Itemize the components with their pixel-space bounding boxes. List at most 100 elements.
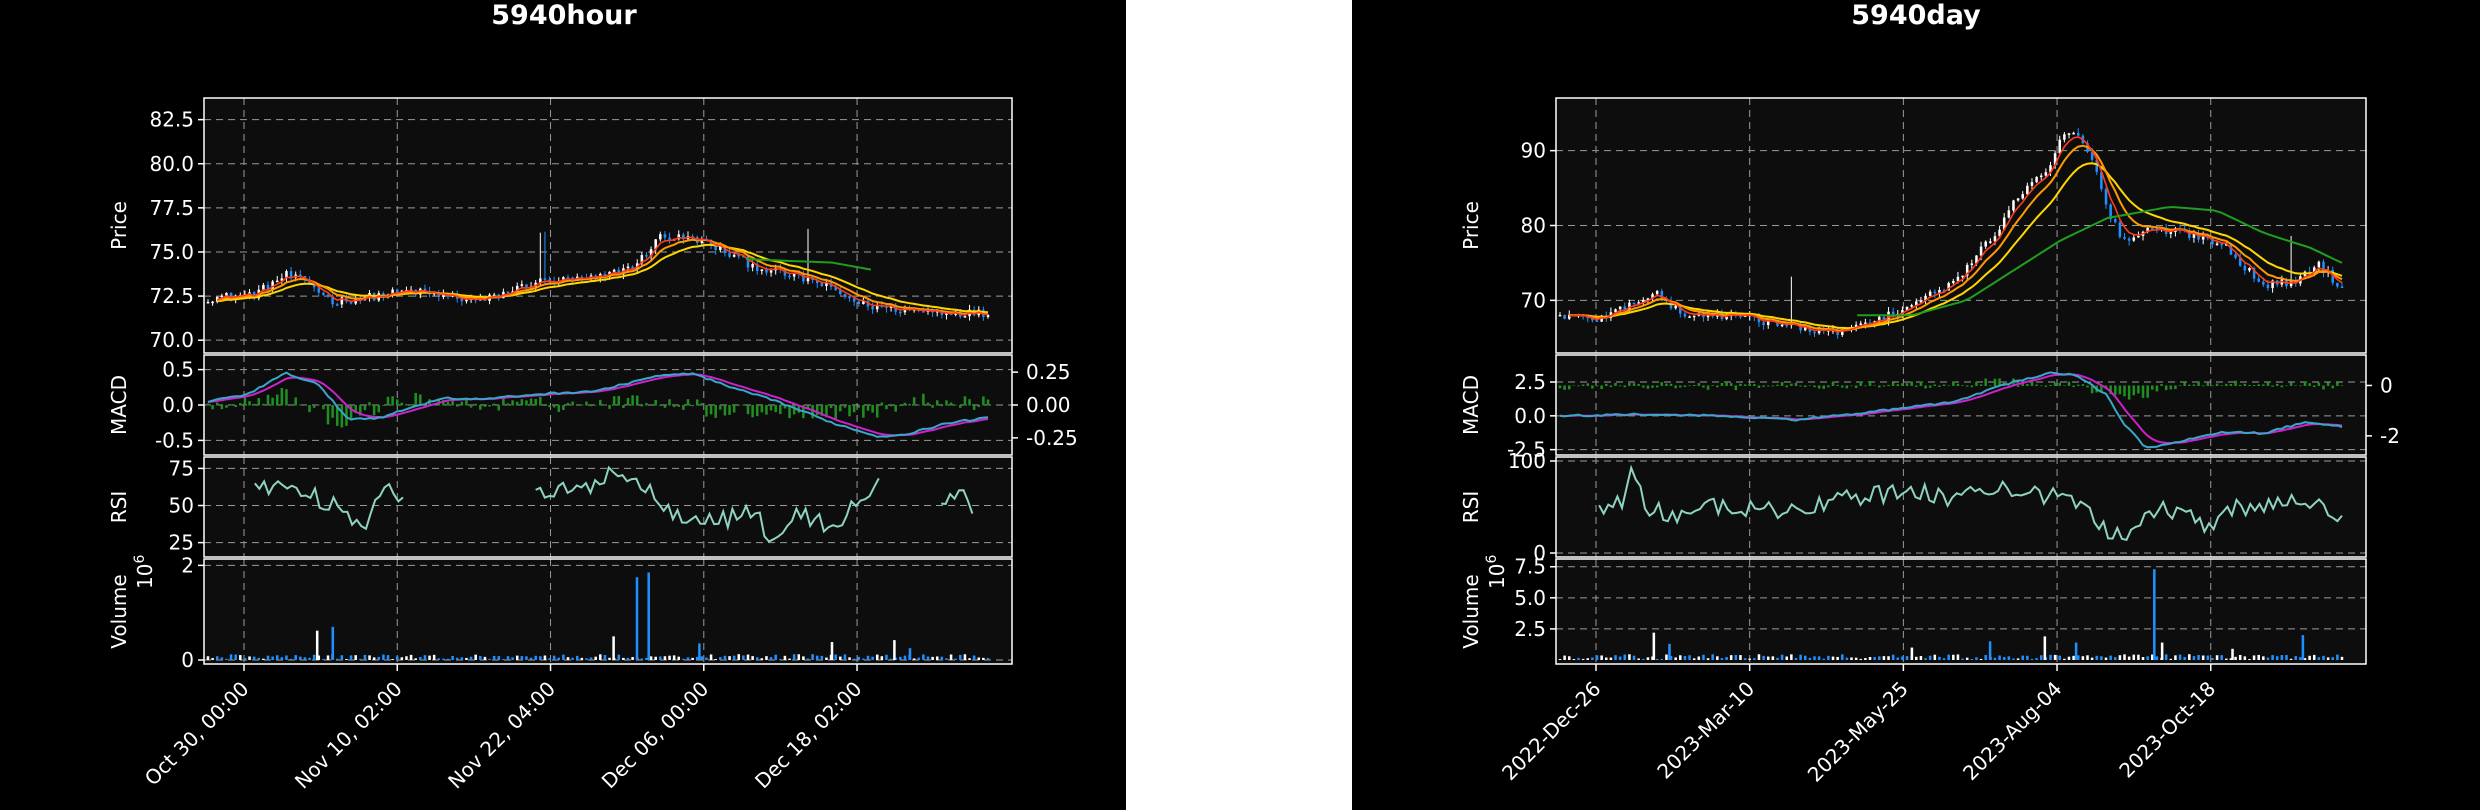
- macd-hist-bar: [811, 405, 814, 419]
- volume-bar: [1600, 655, 1603, 660]
- macd-hist-bar: [1878, 385, 1881, 388]
- macd-hist-bar: [248, 401, 251, 406]
- macd-hist-bar: [1850, 385, 1853, 387]
- candle-body: [751, 264, 754, 268]
- macd-hist-bar: [1979, 384, 1983, 386]
- macd-hist-bar: [635, 395, 639, 406]
- volume-bar: [1771, 656, 1775, 660]
- candle-body: [649, 249, 653, 257]
- volume-bar: [1840, 654, 1844, 660]
- volume-bar: [363, 654, 367, 660]
- volume-bar: [395, 656, 399, 660]
- volume-bar: [963, 654, 967, 660]
- macd-hist-bar: [2100, 385, 2103, 393]
- candle-body: [2262, 281, 2265, 285]
- volume-bar: [1878, 656, 1881, 660]
- macd-hist-bar: [317, 404, 321, 406]
- vol-panel-frame: [203, 558, 1013, 665]
- macd-hist-bar: [1623, 385, 1627, 388]
- volume-bar: [1859, 658, 1863, 660]
- volume-bar: [1753, 658, 1756, 660]
- volume-bar: [2192, 656, 2196, 660]
- macd-hist-bar: [520, 399, 524, 406]
- candle-body: [1965, 264, 1969, 276]
- macd-hist-bar: [820, 405, 824, 416]
- volume-bar: [617, 654, 621, 660]
- volume-bar: [502, 658, 505, 660]
- rsi-panel-frame: [203, 456, 1013, 558]
- volume-bar: [1711, 654, 1714, 660]
- macd-hist-bar: [575, 405, 579, 406]
- candle-body: [1993, 236, 1997, 242]
- macd-hist-tick-label: 0.00: [1026, 393, 1071, 417]
- macd-hist-bar: [1915, 385, 1918, 387]
- volume-bar: [1743, 658, 1747, 660]
- macd-hist-bar: [654, 399, 657, 406]
- vol-panel-frame: [1555, 558, 2367, 665]
- vol-y-tick-label: 2: [181, 553, 194, 577]
- candle-body: [525, 284, 528, 289]
- candle-body: [645, 255, 648, 257]
- macd-hist-bar: [935, 400, 939, 406]
- volume-bar: [866, 655, 870, 660]
- volume-bar: [1567, 656, 1571, 660]
- macd-hist-bar: [294, 397, 297, 406]
- macd-hist-bar: [2262, 384, 2265, 386]
- volume-exponent-label: 106: [132, 555, 157, 589]
- candle-body: [1817, 329, 1821, 334]
- candle-body: [2243, 265, 2247, 271]
- macd-hist-bar: [1887, 384, 1890, 386]
- macd-hist-bar: [2035, 384, 2038, 386]
- candle-body: [2215, 243, 2219, 246]
- candle-body: [1970, 263, 1974, 265]
- macd-hist-bar: [2271, 385, 2274, 387]
- candle-body: [986, 314, 990, 318]
- macd-hist-bar: [502, 397, 505, 406]
- volume-spike-bar: [2160, 642, 2164, 660]
- candle-body: [2151, 227, 2154, 230]
- volume-bar: [2114, 657, 2117, 660]
- volume-bar: [2275, 656, 2279, 660]
- volume-bar: [746, 654, 750, 660]
- candle-body: [820, 283, 824, 286]
- candle-body: [520, 284, 524, 286]
- macd-hist-bar: [1989, 385, 1992, 387]
- macd-hist-bar: [682, 405, 685, 410]
- candle-body: [2340, 286, 2344, 288]
- macd-hist-bar: [1845, 385, 1849, 389]
- macd-hist-bar: [2174, 385, 2177, 390]
- macd-hist-bar: [1813, 385, 1816, 388]
- macd-hist-bar: [1762, 385, 1765, 387]
- macd-hist-bar: [903, 402, 907, 406]
- macd-hist-bar: [677, 405, 681, 407]
- macd-hist-bar: [1600, 385, 1603, 390]
- macd-hist-bar: [1864, 385, 1867, 387]
- volume-bar: [682, 658, 685, 660]
- volume-bar: [2248, 659, 2251, 660]
- candle-body: [2118, 222, 2122, 238]
- volume-bar: [2109, 655, 2112, 660]
- macd-hist-bar: [631, 395, 634, 406]
- volume-bar: [1669, 655, 1673, 660]
- volume-bar: [1623, 654, 1627, 660]
- candle-body: [1961, 275, 1964, 278]
- volume-bar: [1919, 656, 1923, 660]
- volume-bar: [340, 655, 344, 660]
- macd-hist-bar: [211, 405, 214, 410]
- volume-bar: [968, 658, 971, 660]
- macd-hist-bar: [285, 389, 288, 406]
- candle-body: [2312, 267, 2316, 273]
- price-panel-bg: [204, 98, 1012, 353]
- macd-hist-bar: [326, 405, 330, 425]
- volume-bar: [1688, 655, 1691, 660]
- macd-hist-bar: [1757, 385, 1761, 388]
- macd-hist-bar: [866, 405, 870, 411]
- candle-body: [539, 278, 542, 283]
- volume-bar: [492, 655, 496, 660]
- volume-bar: [972, 655, 976, 660]
- volume-bar: [649, 656, 653, 660]
- vol-axis-label: Volume: [1459, 574, 1483, 648]
- candle-body: [1915, 301, 1918, 306]
- macd-hist-bar: [557, 405, 561, 412]
- ma-line-mid: [1569, 144, 2343, 332]
